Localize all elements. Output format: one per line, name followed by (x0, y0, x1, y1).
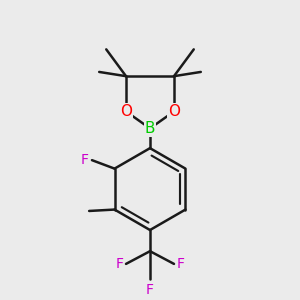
Text: F: F (177, 257, 185, 271)
Text: O: O (168, 104, 180, 119)
Text: B: B (145, 121, 155, 136)
Text: F: F (81, 153, 88, 167)
Text: F: F (146, 283, 154, 297)
Text: O: O (120, 104, 132, 119)
Text: F: F (115, 257, 123, 271)
